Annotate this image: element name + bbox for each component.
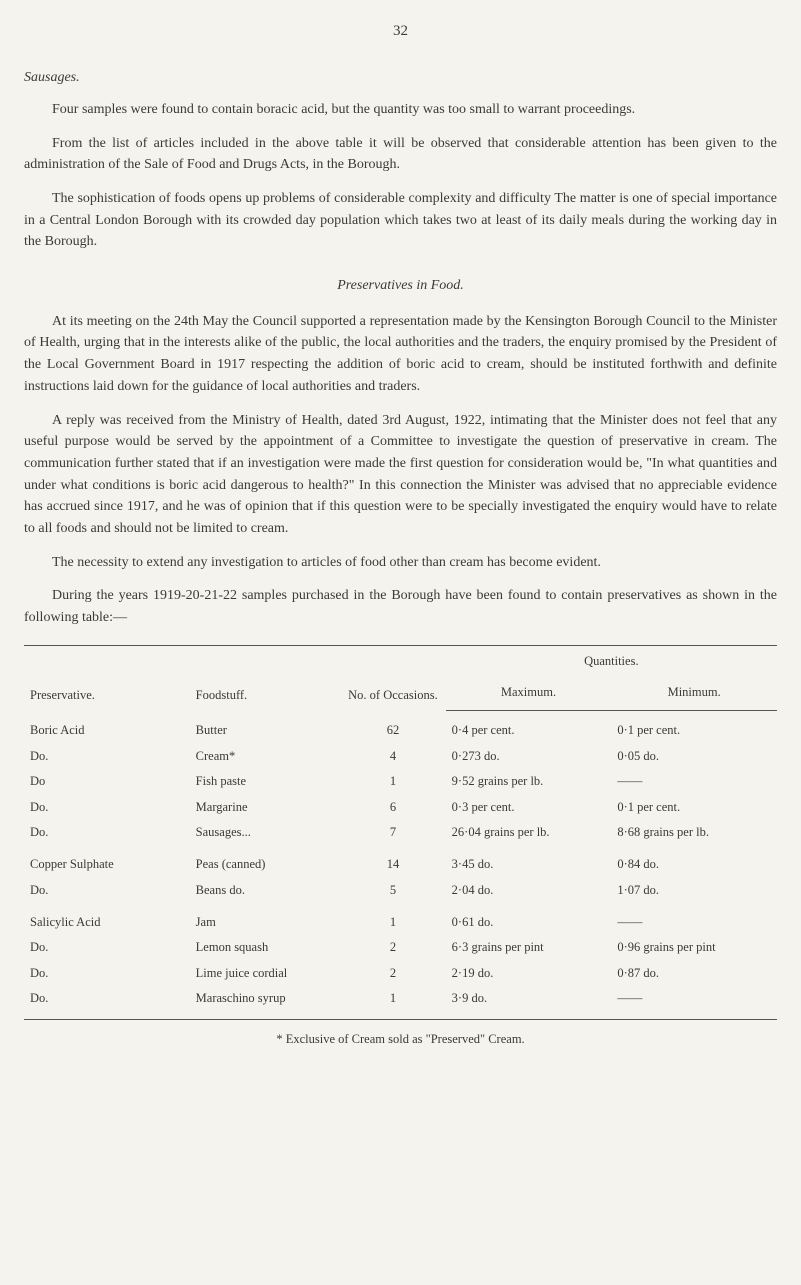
preservatives-p1: At its meeting on the 24th May the Counc… — [24, 311, 777, 398]
cell-maximum: 9·52 grains per lb. — [446, 769, 612, 794]
cell-occasions: 2 — [340, 935, 445, 960]
cell-minimum: 8·68 grains per lb. — [611, 820, 777, 845]
preservatives-p2: A reply was received from the Ministry o… — [24, 410, 777, 540]
th-occasions: No. of Occasions. — [340, 645, 445, 711]
preservatives-title: Preservatives in Food. — [24, 275, 777, 297]
cell-minimum: 0·96 grains per pint — [611, 935, 777, 960]
table-row: Salicylic AcidJam10·61 do.—— — [24, 903, 777, 935]
cell-occasions: 7 — [340, 820, 445, 845]
cell-occasions: 1 — [340, 769, 445, 794]
cell-foodstuff: Lemon squash — [190, 935, 341, 960]
cell-maximum: 0·61 do. — [446, 903, 612, 935]
cell-maximum: 6·3 grains per pint — [446, 935, 612, 960]
cell-preservative: Do. — [24, 986, 190, 1019]
cell-occasions: 2 — [340, 961, 445, 986]
cell-minimum: —— — [611, 903, 777, 935]
cell-preservative: Salicylic Acid — [24, 903, 190, 935]
cell-occasions: 14 — [340, 845, 445, 877]
cell-occasions: 5 — [340, 878, 445, 903]
th-foodstuff: Foodstuff. — [190, 645, 341, 711]
cell-minimum: 1·07 do. — [611, 878, 777, 903]
sausages-p2: From the list of articles included in th… — [24, 133, 777, 176]
cell-foodstuff: Butter — [190, 711, 341, 744]
cell-minimum: 0·87 do. — [611, 961, 777, 986]
table-row: Do.Lime juice cordial22·19 do.0·87 do. — [24, 961, 777, 986]
cell-preservative: Do. — [24, 935, 190, 960]
cell-maximum: 0·4 per cent. — [446, 711, 612, 744]
cell-foodstuff: Fish paste — [190, 769, 341, 794]
cell-preservative: Do. — [24, 961, 190, 986]
cell-occasions: 4 — [340, 744, 445, 769]
th-preservative: Preservative. — [24, 645, 190, 711]
cell-occasions: 1 — [340, 903, 445, 935]
cell-foodstuff: Beans do. — [190, 878, 341, 903]
cell-maximum: 26·04 grains per lb. — [446, 820, 612, 845]
preservatives-p3: The necessity to extend any investigatio… — [24, 552, 777, 574]
cell-preservative: Do. — [24, 795, 190, 820]
cell-preservative: Do. — [24, 744, 190, 769]
cell-minimum: 0·1 per cent. — [611, 711, 777, 744]
preservatives-p4: During the years 1919-20-21-22 samples p… — [24, 585, 777, 628]
cell-foodstuff: Jam — [190, 903, 341, 935]
page-number: 32 — [24, 20, 777, 43]
table-row: Do.Maraschino syrup13·9 do.—— — [24, 986, 777, 1019]
table-row: Do.Margarine60·3 per cent.0·1 per cent. — [24, 795, 777, 820]
sausages-p3: The sophistication of foods opens up pro… — [24, 188, 777, 253]
cell-minimum: 0·05 do. — [611, 744, 777, 769]
table-footnote: * Exclusive of Cream sold as "Preserved"… — [24, 1019, 777, 1050]
th-quantities: Quantities. — [446, 645, 777, 677]
table-row: Do.Cream*40·273 do.0·05 do. — [24, 744, 777, 769]
cell-foodstuff: Sausages... — [190, 820, 341, 845]
table-row: Do.Beans do.52·04 do.1·07 do. — [24, 878, 777, 903]
table-row: Copper SulphatePeas (canned)143·45 do.0·… — [24, 845, 777, 877]
th-minimum: Minimum. — [611, 677, 777, 711]
cell-preservative: Do. — [24, 878, 190, 903]
cell-preservative: Copper Sulphate — [24, 845, 190, 877]
cell-foodstuff: Peas (canned) — [190, 845, 341, 877]
cell-minimum: —— — [611, 986, 777, 1019]
cell-occasions: 6 — [340, 795, 445, 820]
sausages-title: Sausages. — [24, 67, 777, 89]
sausages-p1: Four samples were found to contain borac… — [24, 99, 777, 121]
table-row: DoFish paste19·52 grains per lb.—— — [24, 769, 777, 794]
cell-foodstuff: Margarine — [190, 795, 341, 820]
table-row: Do.Lemon squash26·3 grains per pint0·96 … — [24, 935, 777, 960]
th-maximum: Maximum. — [446, 677, 612, 711]
cell-preservative: Boric Acid — [24, 711, 190, 744]
cell-occasions: 62 — [340, 711, 445, 744]
cell-maximum: 0·3 per cent. — [446, 795, 612, 820]
cell-maximum: 2·04 do. — [446, 878, 612, 903]
cell-maximum: 2·19 do. — [446, 961, 612, 986]
cell-maximum: 3·9 do. — [446, 986, 612, 1019]
cell-minimum: 0·1 per cent. — [611, 795, 777, 820]
cell-minimum: 0·84 do. — [611, 845, 777, 877]
table-row: Do.Sausages...726·04 grains per lb.8·68 … — [24, 820, 777, 845]
cell-foodstuff: Maraschino syrup — [190, 986, 341, 1019]
cell-maximum: 0·273 do. — [446, 744, 612, 769]
cell-preservative: Do — [24, 769, 190, 794]
cell-minimum: —— — [611, 769, 777, 794]
cell-occasions: 1 — [340, 986, 445, 1019]
cell-foodstuff: Lime juice cordial — [190, 961, 341, 986]
preservatives-table: Preservative. Foodstuff. No. of Occasion… — [24, 645, 777, 1050]
cell-preservative: Do. — [24, 820, 190, 845]
cell-foodstuff: Cream* — [190, 744, 341, 769]
cell-maximum: 3·45 do. — [446, 845, 612, 877]
table-row: Boric AcidButter620·4 per cent.0·1 per c… — [24, 711, 777, 744]
